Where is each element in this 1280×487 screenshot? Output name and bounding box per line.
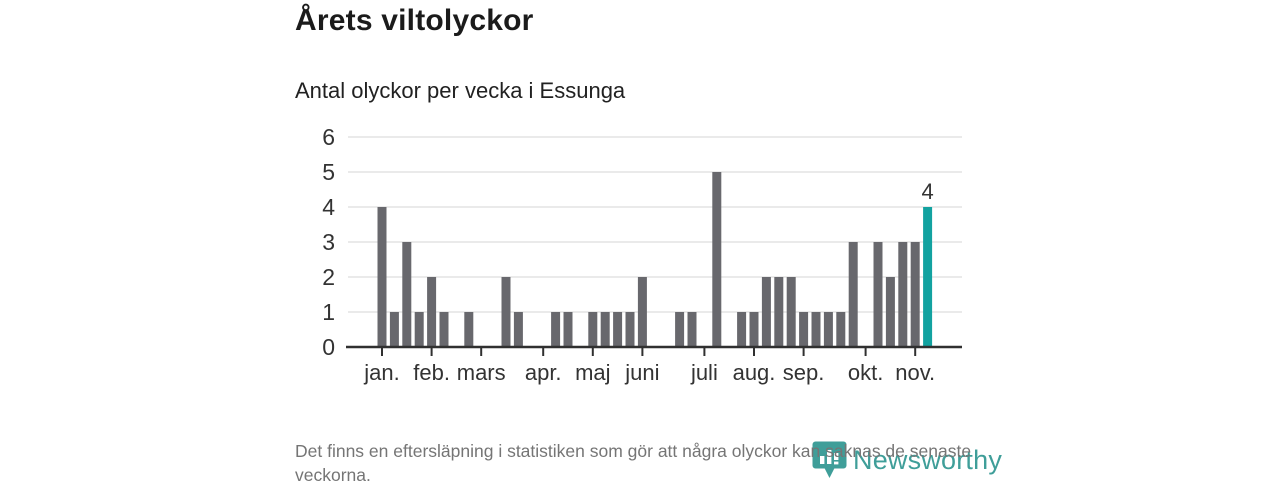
- x-axis-tick-label: juni: [624, 360, 659, 385]
- x-axis-tick-label: feb.: [413, 360, 450, 385]
- x-axis-tick-label: nov.: [895, 360, 935, 385]
- bar: [749, 312, 759, 347]
- x-axis-tick-label: mars: [457, 360, 506, 385]
- bar: [687, 312, 697, 347]
- x-axis-tick-label: juli: [690, 360, 718, 385]
- bar: [414, 312, 424, 347]
- bar: [427, 277, 437, 347]
- bar: [402, 242, 412, 347]
- x-axis-tick-label: apr.: [525, 360, 562, 385]
- highlighted-bar: [923, 207, 933, 347]
- newsworthy-pin-barchart-icon: [812, 441, 847, 478]
- bar: [637, 277, 647, 347]
- bar: [675, 312, 685, 347]
- bar: [377, 207, 387, 347]
- x-axis-tick-label: okt.: [848, 360, 883, 385]
- y-axis-tick-label: 2: [322, 264, 335, 290]
- bar: [774, 277, 784, 347]
- bar-chart: 0 1 2 3 4 5 6 jan. feb. mars apr. maj juni juli aug. se…: [290, 118, 980, 393]
- x-axis-tick-label: aug.: [733, 360, 776, 385]
- y-axis-tick-label: 4: [322, 194, 335, 220]
- y-axis-tick-label: 1: [322, 299, 335, 325]
- bar: [625, 312, 635, 347]
- y-axis-tick-label: 3: [322, 229, 335, 255]
- y-axis-tick-label: 0: [322, 334, 335, 360]
- page-title: Årets viltolyckor: [295, 4, 534, 37]
- bar: [712, 172, 722, 347]
- x-axis-tick-label: jan.: [363, 360, 399, 385]
- bar: [464, 312, 474, 347]
- x-axis-tick-label: maj: [575, 360, 610, 385]
- x-axis-tick-label: sep.: [783, 360, 825, 385]
- newsworthy-wordmark: Newsworthy: [853, 444, 1003, 475]
- bar: [823, 312, 833, 347]
- bar: [898, 242, 908, 347]
- bar-chart-canvas: 0 1 2 3 4 5 6 jan. feb. mars apr. maj juni juli aug. se…: [322, 124, 962, 385]
- bar: [811, 312, 821, 347]
- y-axis-tick-label: 6: [322, 124, 335, 150]
- bar: [501, 277, 511, 347]
- bar: [761, 277, 771, 347]
- bar: [873, 242, 883, 347]
- bar: [910, 242, 920, 347]
- bar: [439, 312, 449, 347]
- y-axis-tick-label: 5: [322, 159, 335, 185]
- newsworthy-logo: Newsworthy: [812, 441, 1002, 479]
- bar: [563, 312, 573, 347]
- chart-subtitle: Antal olyckor per vecka i Essunga: [295, 78, 626, 103]
- bar: [389, 312, 399, 347]
- bar: [799, 312, 809, 347]
- bar: [600, 312, 610, 347]
- bar: [588, 312, 598, 347]
- highlight-value-label: 4: [921, 179, 933, 204]
- bar: [786, 277, 796, 347]
- bar: [836, 312, 846, 347]
- bar: [848, 242, 858, 347]
- bar: [513, 312, 523, 347]
- bar: [737, 312, 747, 347]
- bar: [885, 277, 895, 347]
- bar: [551, 312, 561, 347]
- bar: [613, 312, 623, 347]
